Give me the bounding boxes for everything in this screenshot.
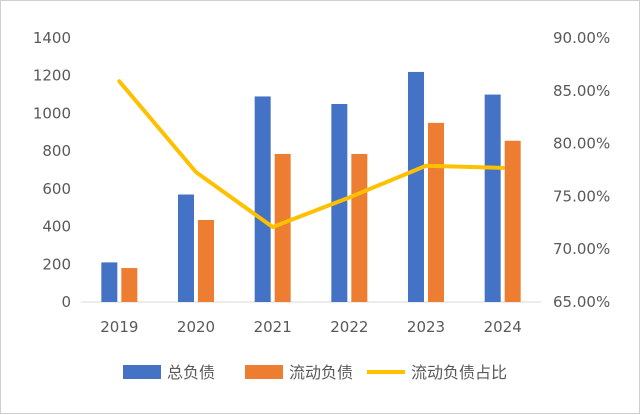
x-axis: 2019 2020 2021 2022 2023 2024 [81,302,541,336]
right-y-tick-label: 90.00% [553,29,610,47]
current-liabilities-bar [275,154,291,302]
x-tick-label: 2019 [100,318,138,336]
x-tick-label: 2022 [330,318,368,336]
current-liabilities-bar [351,154,367,302]
total-liabilities-bar [255,96,271,302]
current-liabilities-bar [505,141,521,302]
left-y-tick-label: 1000 [33,104,71,122]
left-y-tick-label: 0 [61,293,71,311]
bar-series-group [101,72,520,302]
legend-swatch [245,365,283,379]
legend-swatch [123,365,161,379]
right-y-tick-label: 75.00% [553,187,610,205]
left-y-tick-label: 200 [42,255,71,273]
legend-label: 流动负债占比 [411,363,507,382]
legend-label: 总负债 [167,363,215,382]
total-liabilities-bar [485,95,501,302]
left-y-tick-label: 600 [42,180,71,198]
legend: 总负债 流动负债 流动负债占比 [123,363,507,382]
x-tick-label: 2021 [254,318,292,336]
left-y-tick-label: 1400 [33,29,71,47]
right-y-tick-label: 80.00% [553,135,610,153]
left-y-tick-label: 1200 [33,67,71,85]
current-liabilities-bar [428,123,444,302]
left-y-tick-label: 400 [42,218,71,236]
right-y-tick-label: 65.00% [553,293,610,311]
total-liabilities-bar [101,262,117,302]
current-liabilities-bar [121,268,137,302]
x-tick-label: 2020 [177,318,215,336]
current-liabilities-bar [198,220,214,302]
total-liabilities-bar [178,195,194,302]
current-liabilities-ratio-line [119,81,502,227]
line-series-group [119,81,503,227]
left-y-axis: 0 200 400 600 800 1000 1200 1400 [33,29,71,311]
total-liabilities-bar [408,72,424,302]
right-y-axis: 65.00% 70.00% 75.00% 80.00% 85.00% 90.00% [553,29,610,311]
right-y-tick-label: 70.00% [553,240,610,258]
x-tick-label: 2023 [407,318,445,336]
legend-label: 流动负债 [289,363,353,382]
left-y-tick-label: 800 [42,142,71,160]
right-y-tick-label: 85.00% [553,82,610,100]
x-tick-label: 2024 [484,318,522,336]
legend-item-current-ratio: 流动负债占比 [367,363,507,382]
legend-item-current-liabilities: 流动负债 [245,363,353,382]
legend-item-total-liabilities: 总负债 [123,363,215,382]
